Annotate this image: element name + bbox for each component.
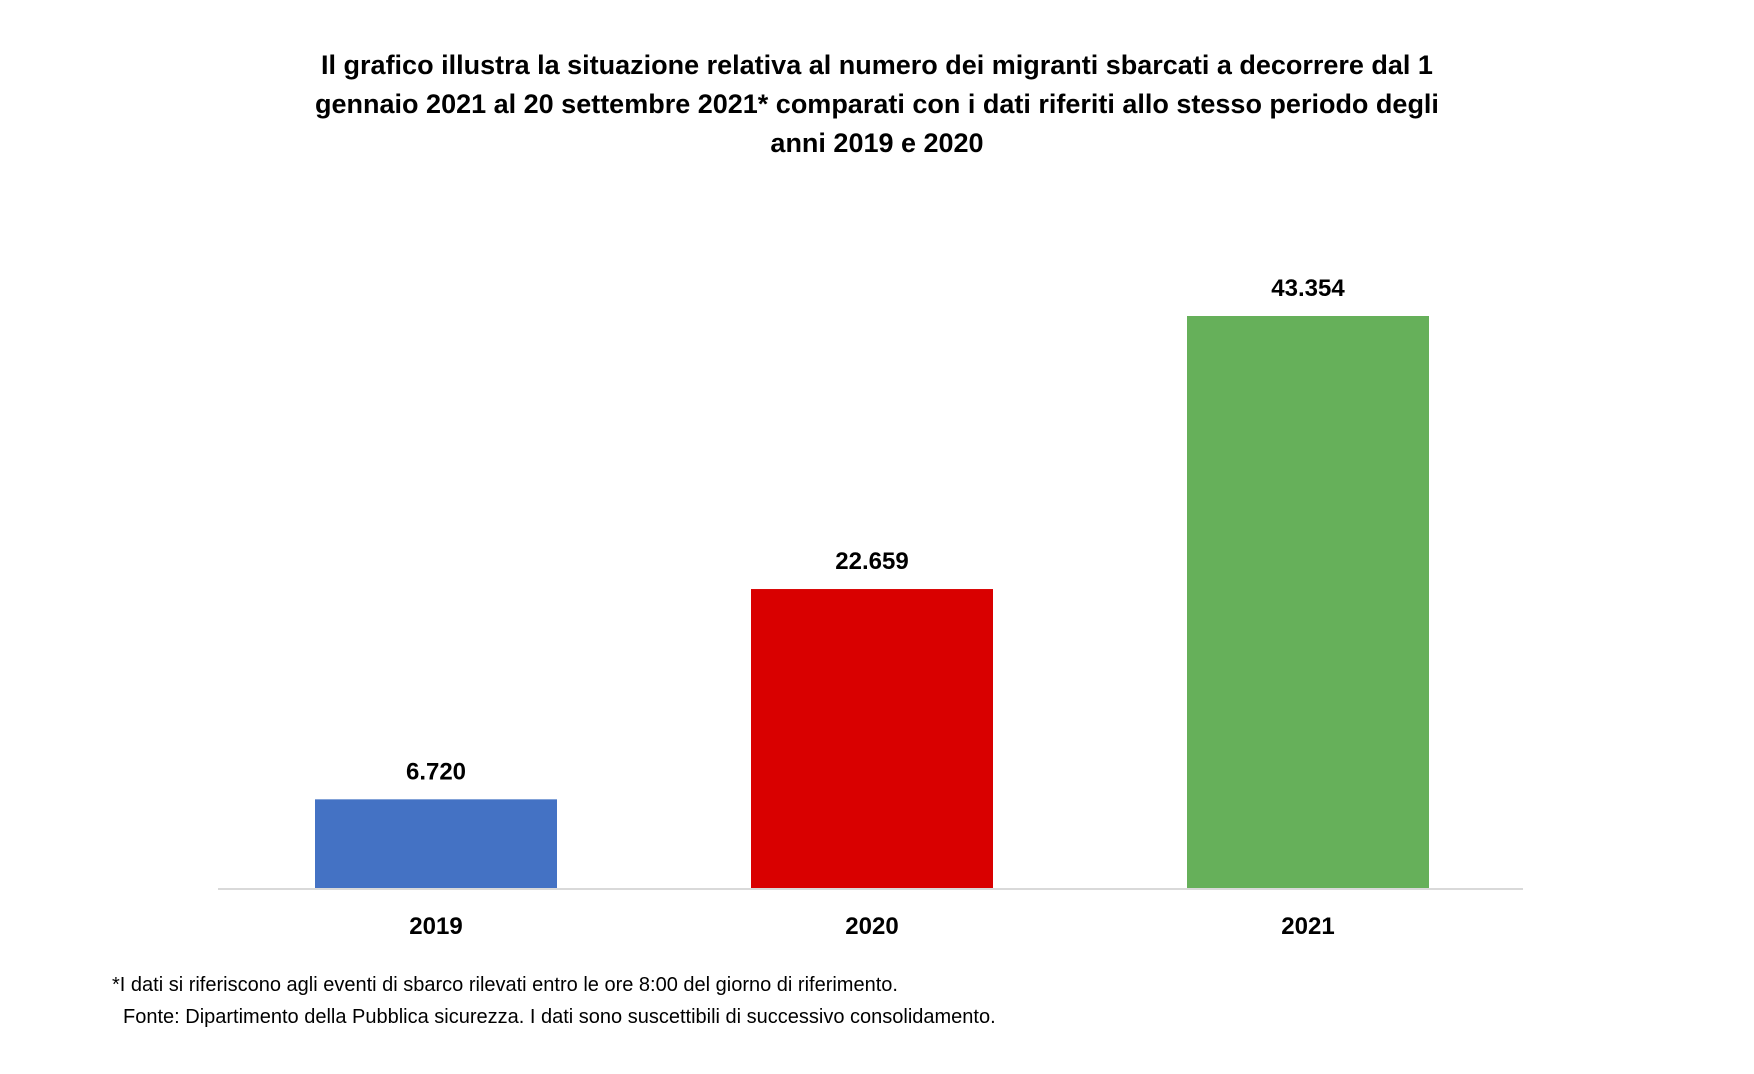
chart-title: Il grafico illustra la situazione relati… (227, 46, 1527, 163)
bar-2020 (751, 589, 993, 888)
chart-title-line-2: gennaio 2021 al 20 settembre 2021* compa… (315, 89, 1439, 119)
bar-2021 (1187, 316, 1429, 888)
data-label-2021: 43.354 (1271, 275, 1345, 302)
footnote-asterisk: *I dati si riferiscono agli eventi di sb… (112, 974, 898, 996)
data-label-2019: 6.720 (406, 758, 466, 785)
chart-title-line-1: Il grafico illustra la situazione relati… (321, 50, 1433, 80)
x-tick-label-2021: 2021 (1281, 913, 1334, 940)
x-tick-label-2019: 2019 (409, 913, 462, 940)
x-tick-label-2020: 2020 (845, 913, 898, 940)
bars-layer (315, 316, 1429, 888)
data-label-2020: 22.659 (835, 548, 908, 575)
labels-layer: 6.720 2019 22.659 2020 43.354 2021 (406, 275, 1345, 940)
footnote-source: Fonte: Dipartimento della Pubblica sicur… (123, 1006, 996, 1028)
bar-2019 (315, 799, 557, 888)
chart-title-line-3: anni 2019 e 2020 (770, 128, 984, 158)
